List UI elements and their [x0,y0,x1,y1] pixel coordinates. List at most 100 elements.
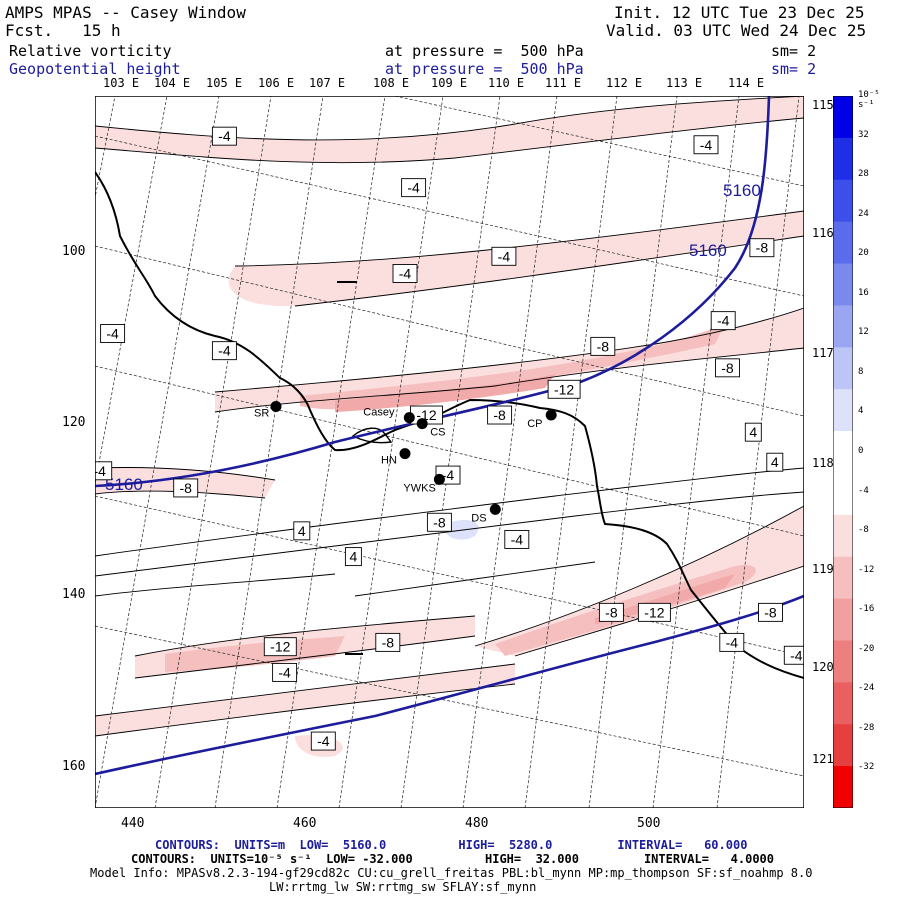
colorbar-cell [833,305,853,348]
station-label: YWKS [403,482,435,494]
colorbar-cell [833,598,853,641]
vorticity-label-text: -4 [399,265,412,281]
vorticity-label: -12 [263,637,297,657]
vorticity-label: -8 [590,336,616,356]
lon-label-113: 113 E [666,76,703,90]
lon-label-106: 106 E [258,76,295,90]
field-1-pressure: at pressure = 500 hPa [385,42,584,60]
station-label: HN [381,455,397,467]
station-marker [270,400,282,412]
vorticity-label: -12 [637,602,671,622]
lon-label-110: 110 E [488,76,525,90]
vorticity-label-text: -4 [717,313,730,329]
field-2-name: Geopotential height [9,60,181,78]
x-tick-500: 500 [637,816,661,831]
y-tick-160: 160 [62,759,86,774]
shade-band-core [335,374,555,412]
colorbar-cell [833,179,853,223]
colorbar-tick-label: 4 [858,406,864,417]
vorticity-label: -4 [272,662,298,682]
colorbar-cell [833,431,853,474]
colorbar-tick-label: -8 [858,525,869,536]
station-marker [489,503,501,515]
vorticity-contours [95,96,804,737]
x-tick-440: 440 [121,816,145,831]
vorticity-label-text: -4 [278,664,291,680]
vorticity-label-text: -4 [95,463,106,479]
colorbar-tick-label: 24 [858,208,869,219]
station-marker [433,473,445,485]
vorticity-label-text: -8 [597,338,610,354]
colorbar-tick-label: 20 [858,248,869,259]
vorticity-label: -8 [598,602,624,622]
colorbar-tick-label: 12 [858,327,869,338]
vorticity-label-text: -12 [644,604,664,620]
coastline [95,171,804,679]
vorticity-label-text: 4 [749,424,757,440]
forecast-hour: Fcst. 15 h [5,21,121,40]
shade-band-upper [228,211,804,307]
vorticity-label-text: -12 [270,639,290,655]
vorticity-label: -8 [173,478,199,498]
colorbar-cell [833,221,853,265]
colorbar-tick-label: 8 [858,366,864,377]
y-tick-120: 120 [62,415,86,430]
station-label: DS [471,512,486,524]
lon-label-114: 114 E [728,76,765,90]
y-tick-100: 100 [62,244,86,259]
height-contour-label-c: 5160 [105,475,143,494]
vorticity-label: -4 [504,529,530,549]
vorticity-label: -8 [487,405,513,425]
vorticity-label: -4 [710,311,736,331]
footer-model-info: Model Info: MPASv8.2.3-194-gf29cd82c CU:… [90,866,813,880]
vorticity-label-text: -4 [317,733,330,749]
vorticity-label: -4 [211,341,237,361]
shade-band-southeast-core [595,574,735,624]
lon-label-108: 108 E [373,76,410,90]
vorticity-label: 4 [344,547,362,567]
colorbar-tick-label: -28 [858,722,875,733]
vorticity-label-text: -4 [726,634,739,650]
station-marker [403,412,415,424]
colorbar-cell [833,347,853,390]
vorticity-label: -8 [758,602,783,622]
colorbar-cell [833,96,853,139]
station-group: SR Casey CS CP HN YWKS DS [254,400,557,524]
station-label: CS [430,427,445,439]
colorbar-tick-label: 28 [858,169,869,180]
field-2-pressure: at pressure = 500 hPa [385,60,584,78]
vorticity-label: -8 [426,512,452,532]
vorticity-label-text: 4 [298,523,306,539]
lon-label-105: 105 E [206,76,243,90]
height-contour-label-a: 5160 [723,181,761,200]
colorbar-tick-label: 32 [858,129,869,140]
vorticity-label: -4 [719,632,745,652]
model-title: AMPS MPAS -- Casey Window [5,3,246,22]
vorticity-label-group: -4 -4 -4 -4 -4 -4 -4 -4 -8 -8 -8 -12 -12 -8 4 4 -4 -8 -4 -8… [95,126,804,751]
station-label: SR [254,407,269,419]
colorbar-cell [833,766,853,808]
vorticity-label: -8 [749,238,775,258]
lon-label-112: 112 E [606,76,643,90]
colorbar-tick-label: -12 [858,564,875,575]
colorbar-cell [833,389,853,432]
station-label: CP [527,418,542,430]
y-tick-140: 140 [62,587,86,602]
shade-band-main [215,308,804,412]
field-1-name: Relative vorticity [9,42,172,60]
colorbar-cell [833,640,853,683]
vorticity-label-text: -4 [218,128,231,144]
colorbar-tick-label: -32 [858,762,875,773]
colorbar-cell [833,263,853,306]
vorticity-label: 4 [293,521,311,541]
vorticity-label: -12 [547,379,581,399]
vorticity-label-text: -4 [700,137,713,153]
footer-vorticity-contours: CONTOURS: UNITS=10⁻⁵ s⁻¹ LOW= -32.000 HI… [131,852,774,866]
shade-band-north [95,96,804,163]
init-time: Init. 12 UTC Tue 23 Dec 25 [614,3,865,22]
vorticity-label-text: -4 [790,647,803,663]
footer-height-contours: CONTOURS: UNITS=m LOW= 5160.0 HIGH= 5280… [155,838,748,852]
vorticity-label: -4 [100,324,126,343]
height-contour-south [95,594,804,776]
vorticity-label-text: -4 [218,343,231,359]
